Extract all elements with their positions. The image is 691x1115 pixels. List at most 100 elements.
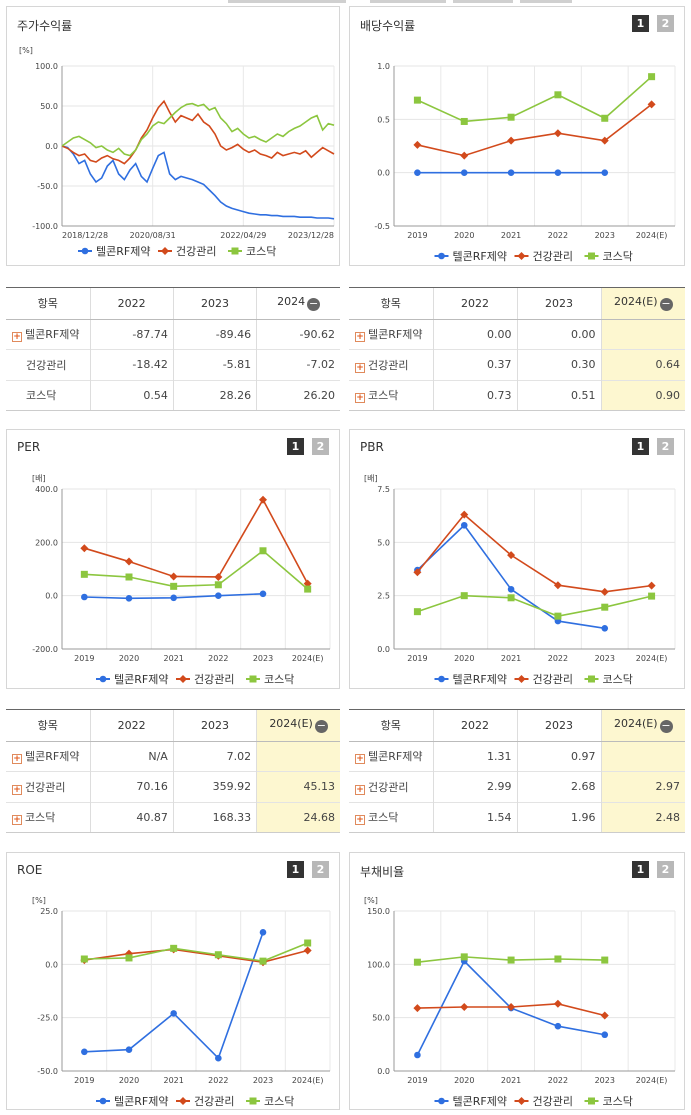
data-point — [215, 592, 222, 599]
table-row: + 텔콘RF제약 0.00 0.00 — [349, 318, 685, 350]
collapse-icon[interactable]: − — [659, 719, 673, 734]
row-label[interactable]: + 건강관리 — [349, 771, 433, 803]
table-cell: 0.90 — [600, 379, 685, 410]
column-header: 2024− — [256, 288, 340, 320]
per-chart: [배] 400.0 200.0 0.0 -200.0 2019 2020 2021 2022 20… — [32, 474, 331, 686]
legend-label[interactable]: 코스닥 — [264, 1095, 294, 1108]
row-label[interactable]: + 텔콘RF제약 — [6, 318, 90, 350]
data-point — [125, 573, 133, 581]
table-row: 건강관리 -18.42 -5.81 -7.02 — [6, 349, 340, 381]
view-1-button[interactable]: 1 — [287, 861, 304, 878]
data-point — [460, 151, 469, 160]
data-point — [554, 612, 562, 620]
legend-label[interactable]: 텔콘RF제약 — [96, 244, 150, 258]
legend-label[interactable]: 텔콘RF제약 — [453, 672, 507, 686]
legend-label[interactable]: 텔콘RF제약 — [453, 1094, 507, 1108]
row-label[interactable]: 건강관리 — [6, 349, 90, 381]
legend-marker — [588, 675, 595, 683]
table-cell: 24.68 — [256, 801, 340, 832]
row-label[interactable]: + 코스닥 — [349, 801, 433, 832]
data-point — [460, 117, 468, 125]
series-line — [61, 145, 335, 220]
y-tick-label: 150.0 — [367, 907, 390, 916]
expand-icon[interactable]: + — [12, 784, 22, 795]
data-point — [125, 954, 133, 962]
legend-label[interactable]: 텔콘RF제약 — [453, 249, 507, 263]
legend-label[interactable]: 코스닥 — [603, 1095, 633, 1108]
expand-icon[interactable]: + — [355, 393, 365, 404]
legend-label[interactable]: 코스닥 — [603, 250, 633, 263]
view-1-button[interactable]: 1 — [632, 438, 649, 455]
expand-icon[interactable]: + — [355, 362, 365, 373]
data-point — [414, 169, 421, 176]
data-point — [169, 572, 178, 581]
row-label[interactable]: + 건강관리 — [6, 771, 90, 803]
data-point — [600, 136, 609, 145]
expand-icon[interactable]: + — [12, 754, 22, 765]
row-label[interactable]: + 텔콘RF제약 — [6, 740, 90, 772]
table-cell: 0.30 — [516, 349, 601, 381]
data-point — [303, 579, 312, 588]
row-label[interactable]: + 코스닥 — [6, 801, 90, 832]
view-2-button[interactable]: 2 — [312, 861, 329, 878]
expand-icon[interactable]: + — [355, 332, 365, 343]
view-1-button[interactable]: 1 — [287, 438, 304, 455]
y-tick-label: 0.0 — [377, 645, 390, 654]
data-point — [507, 585, 515, 593]
legend-label[interactable]: 텔콘RF제약 — [114, 1094, 168, 1108]
row-label[interactable]: + 코스닥 — [349, 379, 433, 410]
row-label[interactable]: 코스닥 — [6, 379, 90, 410]
expand-icon[interactable]: + — [355, 754, 365, 765]
row-label[interactable]: + 텔콘RF제약 — [349, 318, 433, 350]
series-line — [417, 103, 653, 157]
collapse-icon[interactable]: − — [307, 297, 321, 312]
legend-label[interactable]: 건강관리 — [194, 673, 234, 686]
column-header: 2022 — [432, 710, 517, 742]
row-label[interactable]: + 텔콘RF제약 — [349, 740, 433, 772]
expand-icon[interactable]: + — [355, 784, 365, 795]
series-line — [416, 513, 652, 593]
data-point — [600, 1011, 609, 1020]
panel-title: 부채비율 — [360, 865, 405, 879]
legend-label[interactable]: 코스닥 — [246, 245, 276, 258]
table-row: + 건강관리 2.99 2.68 2.97 — [349, 771, 685, 803]
view-2-button[interactable]: 2 — [312, 438, 329, 455]
expand-icon[interactable]: + — [355, 815, 365, 826]
table-cell: 1.54 — [432, 801, 517, 832]
view-1-button[interactable]: 1 — [632, 861, 649, 878]
table-cell — [600, 740, 685, 772]
legend-label[interactable]: 건강관리 — [533, 1095, 573, 1108]
panel-title: PER — [17, 440, 41, 454]
legend-marker — [99, 675, 107, 683]
table-cell: 0.73 — [432, 379, 517, 410]
x-tick-label: 2024(E) — [292, 654, 324, 663]
expand-icon[interactable]: + — [12, 815, 22, 826]
axis-unit-label: [배] — [364, 474, 378, 483]
legend-label[interactable]: 건강관리 — [533, 250, 573, 263]
view-2-button[interactable]: 2 — [657, 15, 674, 32]
table-cell: 2.68 — [516, 771, 601, 803]
data-point — [413, 958, 421, 966]
data-point — [215, 1054, 222, 1062]
data-point — [554, 169, 562, 176]
table-cell: 0.00 — [432, 318, 517, 350]
collapse-icon[interactable]: − — [659, 297, 673, 312]
expand-icon[interactable]: + — [12, 332, 22, 343]
legend-label[interactable]: 건강관리 — [533, 673, 573, 686]
legend-label[interactable]: 건강관리 — [176, 245, 216, 258]
x-tick-label: 2024(E) — [636, 231, 668, 240]
data-point — [214, 572, 223, 581]
view-2-button[interactable]: 2 — [657, 438, 674, 455]
row-label[interactable]: + 건강관리 — [349, 349, 433, 381]
legend-label[interactable]: 건강관리 — [194, 1095, 234, 1108]
view-2-button[interactable]: 2 — [657, 861, 674, 878]
x-tick-label: 2023 — [595, 654, 615, 663]
collapse-icon[interactable]: − — [314, 719, 328, 734]
legend-label[interactable]: 코스닥 — [603, 673, 633, 686]
legend-label[interactable]: 텔콘RF제약 — [114, 672, 168, 686]
table-row: + 코스닥 0.73 0.51 0.90 — [349, 379, 685, 410]
view-1-button[interactable]: 1 — [632, 15, 649, 32]
table-cell: 2.48 — [600, 801, 685, 832]
legend-label[interactable]: 코스닥 — [264, 673, 294, 686]
data-point — [507, 956, 515, 964]
